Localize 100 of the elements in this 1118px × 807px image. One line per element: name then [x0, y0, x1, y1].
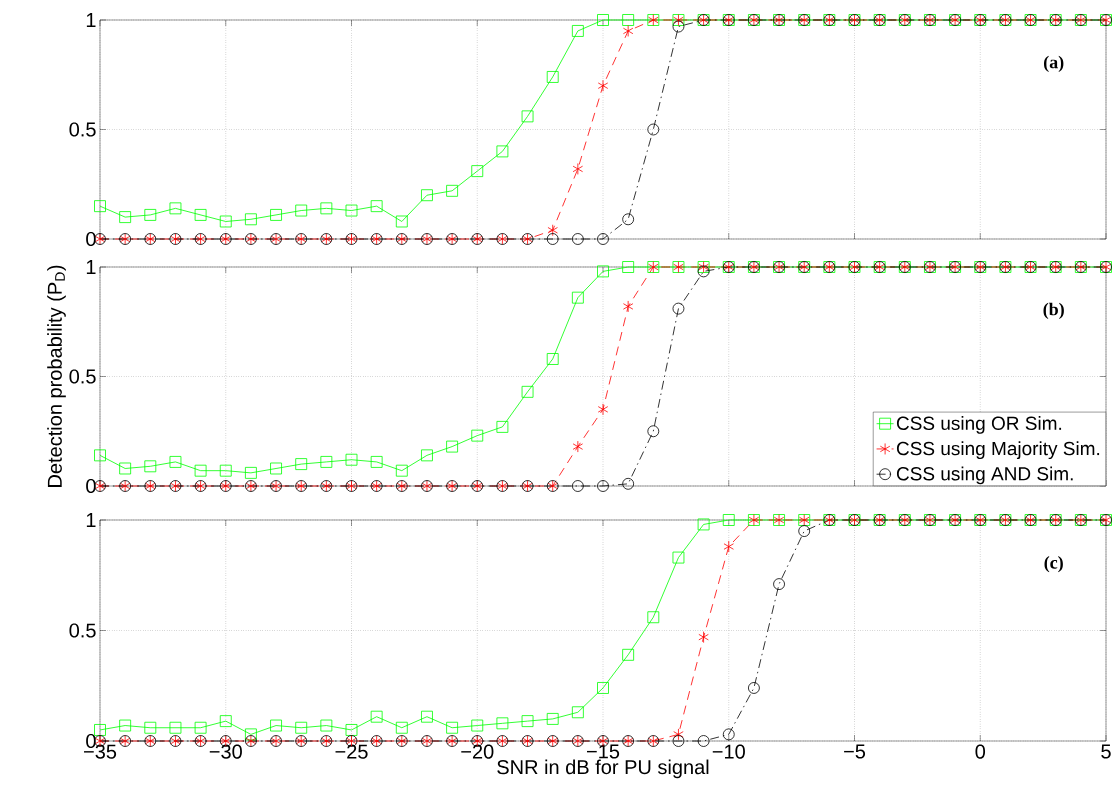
point [144, 460, 157, 473]
point [395, 721, 408, 734]
point [169, 456, 182, 468]
legend-label: CSS using Majority Sim. [896, 441, 1100, 460]
point [295, 721, 308, 734]
point [395, 464, 408, 477]
y-tick-label: 1 [86, 260, 96, 274]
point [622, 300, 634, 313]
x-tick-label: −5 [844, 744, 866, 759]
point [119, 462, 132, 475]
point [119, 719, 132, 732]
point [647, 123, 660, 136]
x-tick-label: −10 [712, 744, 745, 759]
x-tick-label: −30 [209, 744, 242, 759]
point [672, 551, 685, 564]
point [270, 209, 282, 221]
point [597, 79, 609, 92]
x-tick-label: 0 [975, 744, 986, 759]
point [446, 184, 458, 197]
point [521, 715, 534, 728]
point [345, 724, 358, 736]
point [622, 477, 635, 490]
point [94, 200, 106, 213]
point [370, 200, 383, 213]
point [571, 25, 584, 37]
point [597, 265, 609, 278]
point [521, 110, 534, 123]
y-tick-label: 0.5 [69, 369, 96, 384]
y-tick-label: 1 [86, 13, 96, 27]
point [571, 291, 584, 304]
point [395, 215, 408, 228]
x-tick-label: −20 [461, 744, 494, 759]
point [597, 682, 609, 694]
point [571, 233, 584, 245]
point [471, 429, 484, 442]
point [471, 165, 484, 178]
point [94, 724, 106, 736]
point [169, 721, 182, 734]
point [698, 631, 709, 644]
point [571, 706, 584, 719]
x-axis-title: SNR in dB for PU signal [497, 759, 709, 779]
point [572, 163, 584, 175]
point [320, 456, 333, 468]
point [597, 233, 609, 245]
point [94, 449, 106, 462]
point [421, 710, 433, 723]
y-tick-label: 0.5 [69, 623, 96, 638]
point [572, 440, 584, 453]
y-tick-label: 1 [86, 513, 96, 527]
legend-label: CSS using AND Sim. [896, 466, 1073, 485]
y-tick-label: 0.5 [69, 122, 96, 137]
point [546, 71, 559, 83]
point [697, 518, 710, 531]
point [295, 204, 308, 217]
point [672, 302, 685, 315]
point [245, 213, 257, 226]
point [697, 735, 710, 747]
point [219, 715, 232, 728]
point [320, 202, 333, 215]
point [571, 480, 584, 492]
point [722, 728, 735, 741]
point [672, 735, 685, 747]
point [219, 215, 232, 228]
point [421, 189, 433, 202]
point [546, 713, 559, 725]
point [597, 403, 609, 416]
point [673, 728, 684, 741]
point [245, 728, 257, 741]
point [194, 464, 207, 477]
point [647, 425, 660, 438]
point [144, 721, 157, 734]
y-axis-title: Detection probability (P$_{D}$) [47, 265, 66, 487]
point [370, 456, 383, 468]
x-tick-label: 5 [1101, 744, 1111, 759]
point [370, 710, 383, 723]
point [521, 385, 534, 398]
point [421, 449, 433, 462]
point [119, 211, 132, 223]
annotation: (c) [1044, 556, 1063, 573]
point [773, 578, 785, 590]
point [798, 525, 811, 537]
annotation: (a) [1044, 55, 1064, 72]
point [345, 204, 358, 217]
x-tick-label: −15 [587, 744, 620, 759]
y-tick-label: 0 [86, 478, 96, 494]
point [622, 213, 635, 226]
point [622, 25, 634, 37]
point [622, 648, 635, 661]
point [723, 540, 734, 553]
point [546, 353, 559, 365]
point [496, 420, 509, 433]
point [496, 717, 509, 730]
point [672, 20, 685, 33]
point [622, 261, 635, 273]
point [270, 462, 282, 475]
point [219, 464, 232, 477]
point [245, 466, 257, 479]
point [748, 682, 760, 694]
point [547, 224, 558, 237]
point [647, 611, 660, 624]
